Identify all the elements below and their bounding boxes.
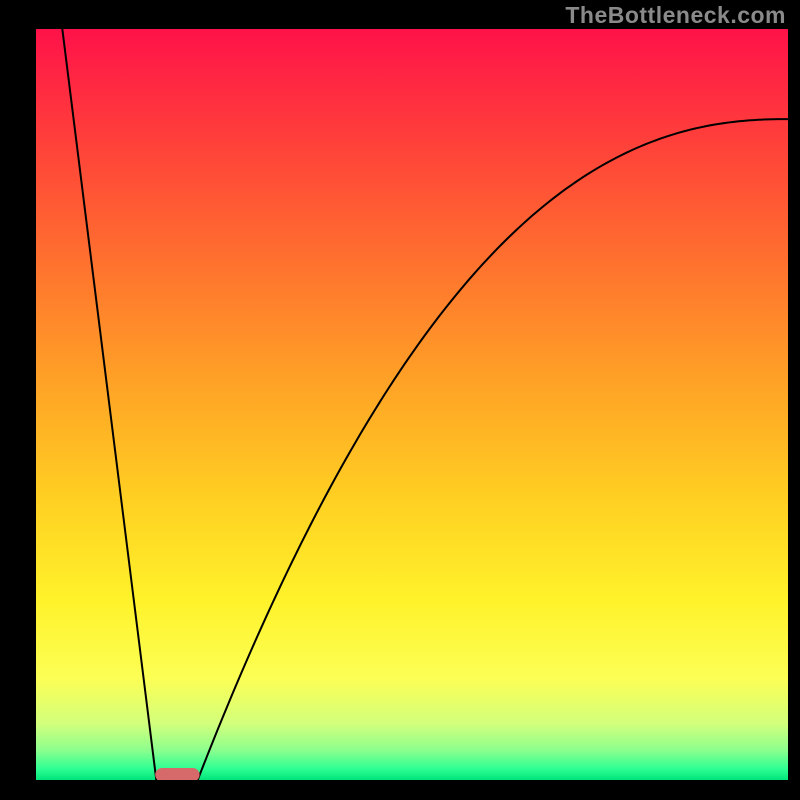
plot-area [36,29,788,780]
gradient-background [36,29,788,780]
plot-svg [36,29,788,780]
watermark-text: TheBottleneck.com [565,2,786,29]
valley-marker [155,768,199,780]
chart-frame: TheBottleneck.com [0,0,800,800]
